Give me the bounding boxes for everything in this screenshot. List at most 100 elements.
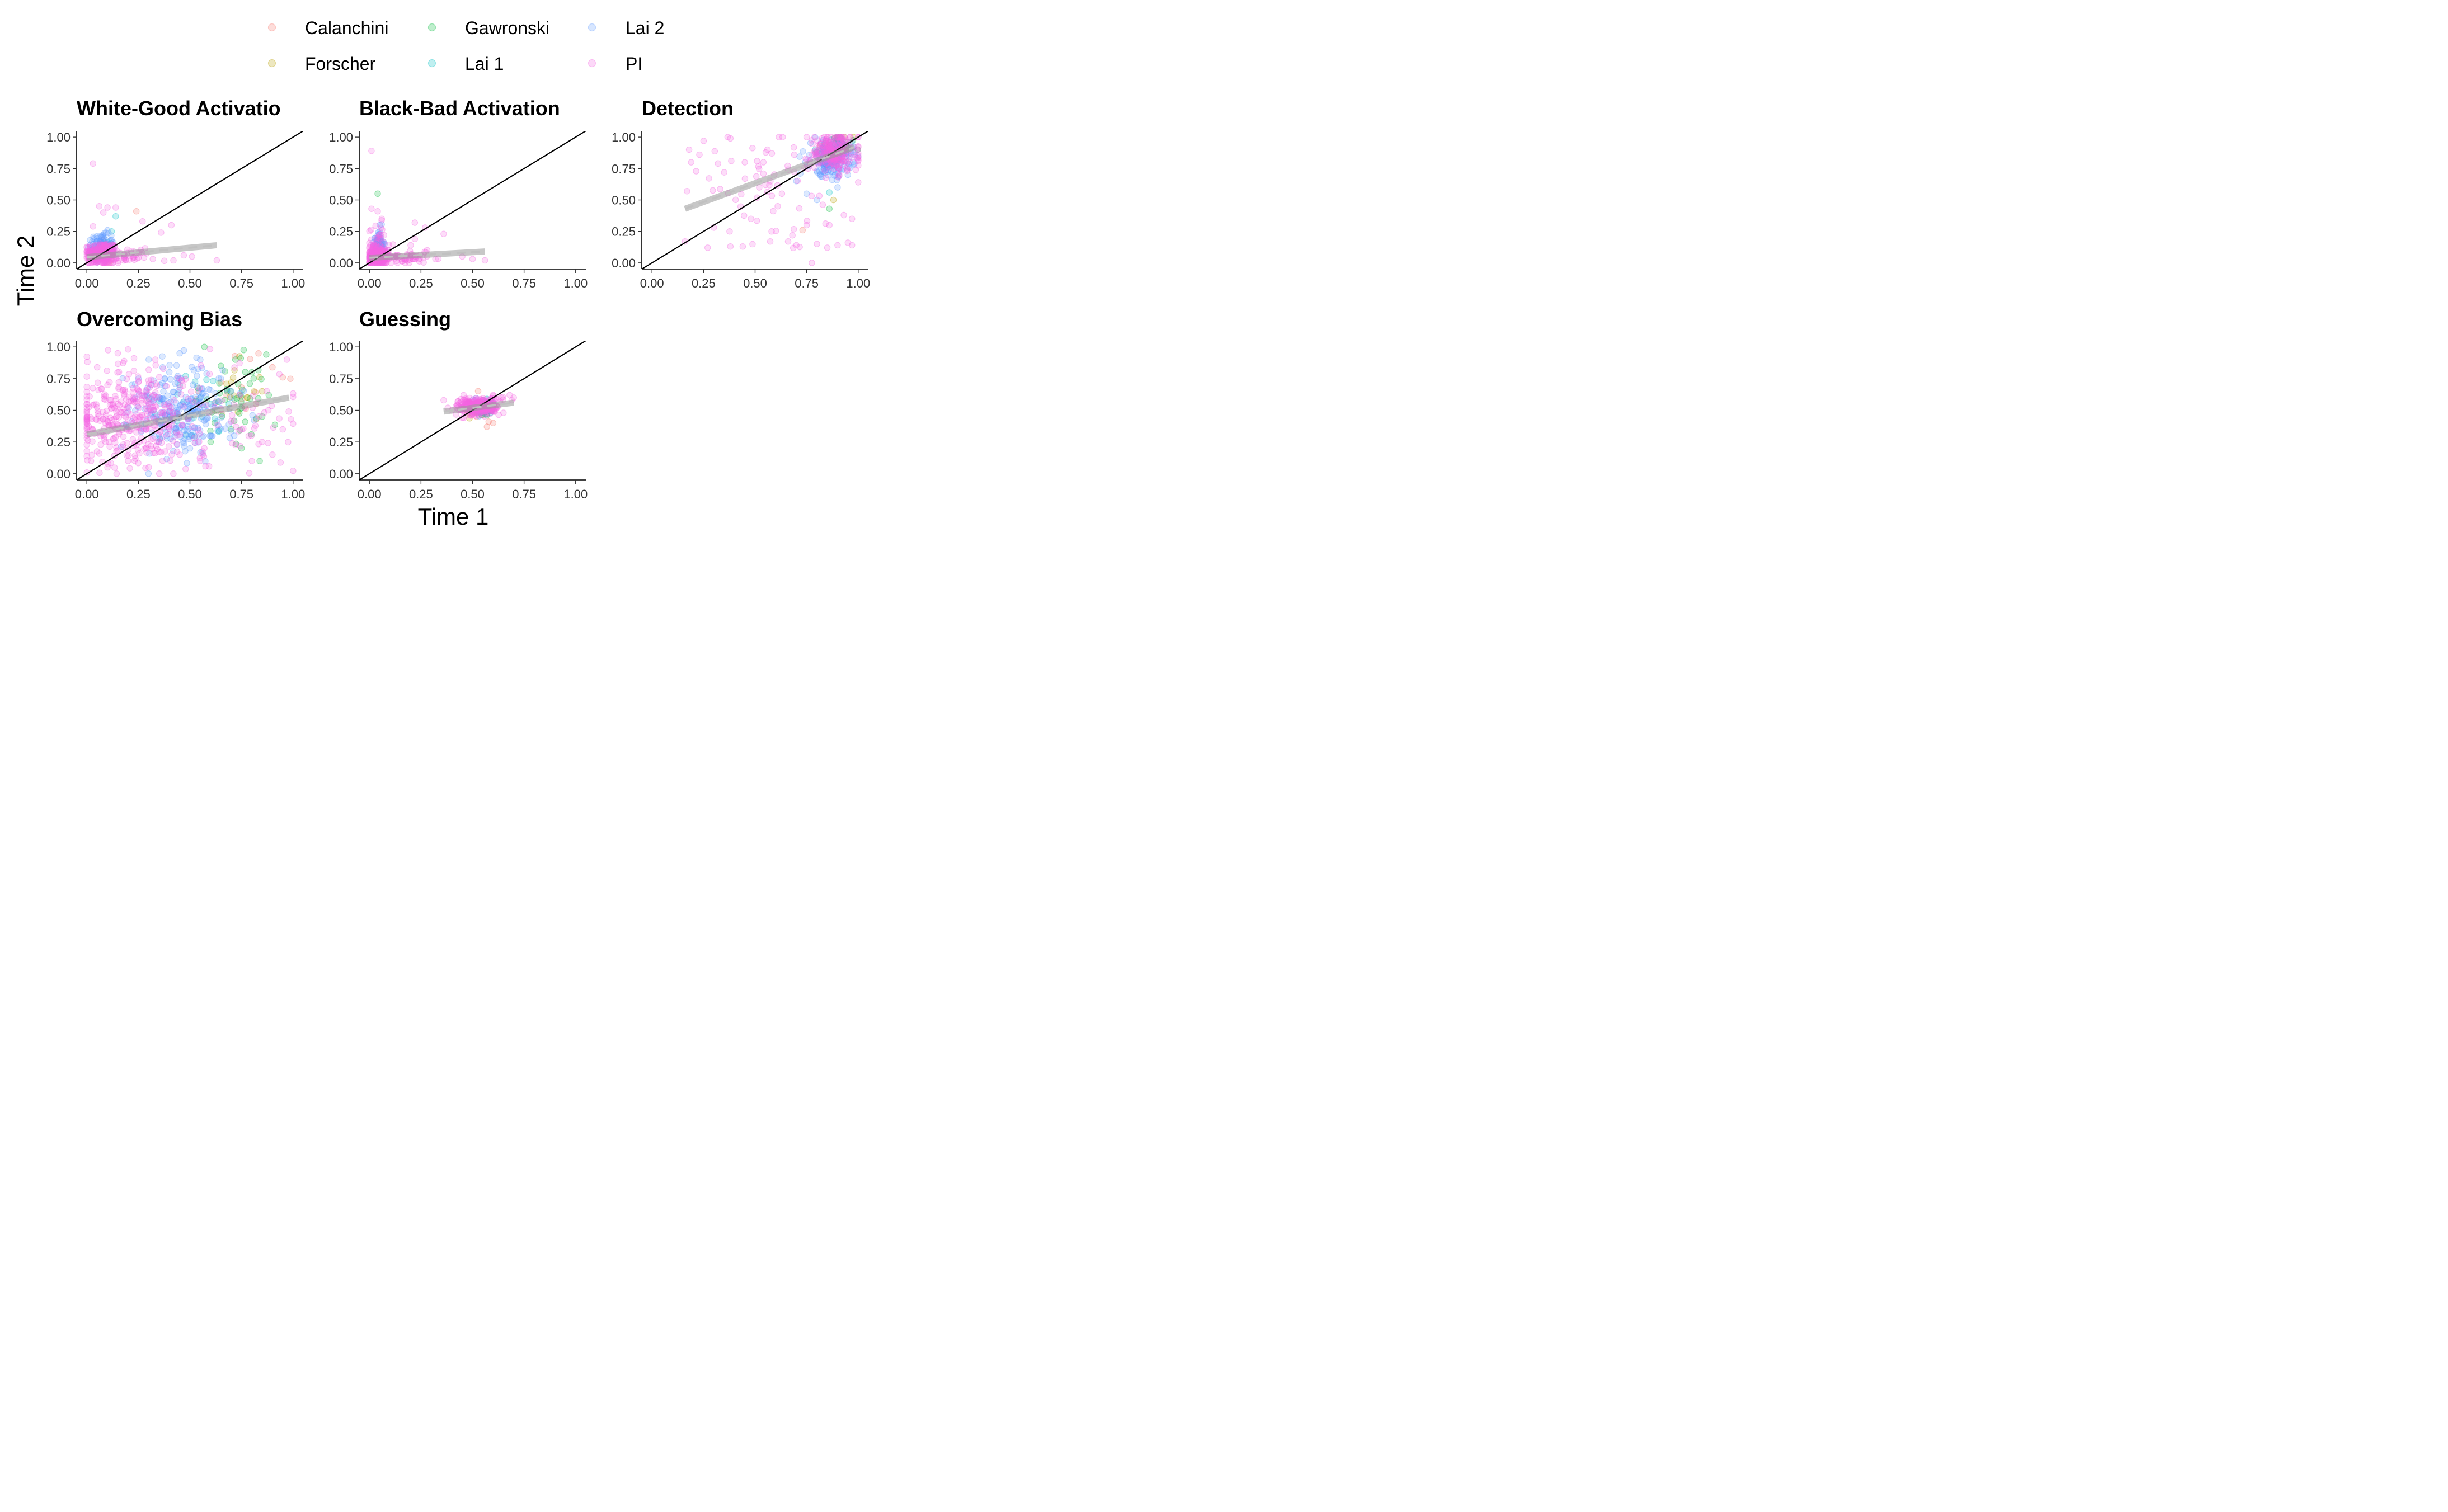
data-point: [141, 406, 148, 412]
data-point: [104, 260, 111, 266]
y-tick-label: 0.50: [46, 194, 71, 208]
data-point: [471, 397, 478, 404]
data-point: [821, 163, 828, 169]
data-point: [215, 398, 222, 406]
data-point: [371, 245, 378, 252]
data-point: [476, 396, 483, 403]
data-point: [97, 246, 105, 253]
data-point: [375, 243, 382, 250]
data-point: [94, 411, 101, 417]
data-point: [487, 410, 494, 417]
data-point: [170, 257, 177, 264]
data-point: [158, 409, 165, 416]
data-point: [159, 434, 166, 441]
data-point: [191, 433, 198, 440]
data-point: [90, 160, 97, 167]
data-point: [152, 380, 159, 387]
data-point: [715, 160, 721, 167]
data-point: [374, 247, 381, 254]
data-point: [372, 247, 379, 254]
data-point: [369, 239, 377, 246]
data-point: [156, 439, 162, 445]
data-point: [380, 239, 387, 246]
data-point: [115, 360, 121, 368]
data-point: [101, 235, 107, 242]
data-point: [854, 154, 861, 162]
data-point: [179, 423, 186, 430]
data-point: [83, 373, 90, 380]
data-point: [831, 171, 839, 178]
data-point: [100, 242, 107, 249]
data-point: [498, 394, 505, 401]
data-point: [118, 398, 125, 405]
data-point: [142, 393, 149, 400]
data-point: [844, 167, 851, 175]
data-point: [176, 384, 184, 391]
panel-title: Overcoming Bias: [77, 308, 242, 331]
x-tick-label: 0.50: [743, 276, 767, 290]
data-point: [248, 458, 255, 464]
data-point: [820, 147, 828, 154]
panel-3: Detection0.000.000.250.250.500.500.750.7…: [612, 97, 870, 290]
data-point: [210, 378, 217, 384]
data-point: [181, 427, 188, 434]
data-point: [824, 147, 830, 154]
data-point: [185, 395, 191, 403]
data-point: [132, 455, 139, 462]
data-point: [469, 396, 476, 403]
data-point: [829, 145, 837, 152]
data-point: [98, 246, 105, 253]
data-point: [149, 397, 157, 404]
data-point: [100, 416, 107, 423]
data-point: [803, 190, 810, 197]
data-point: [96, 238, 104, 245]
data-point: [375, 236, 383, 243]
data-point: [823, 143, 829, 149]
data-point: [120, 441, 127, 448]
data-point: [173, 407, 180, 414]
data-point: [173, 429, 180, 436]
data-point: [835, 134, 842, 140]
data-point: [833, 162, 840, 169]
data-point: [160, 388, 167, 395]
data-point: [490, 408, 497, 415]
data-point: [764, 146, 771, 153]
data-point: [855, 150, 862, 157]
data-point: [833, 157, 840, 164]
data-point: [834, 157, 841, 164]
data-point: [263, 351, 270, 358]
data-point: [113, 408, 120, 415]
data-point: [162, 383, 168, 389]
data-point: [228, 426, 234, 433]
y-tick-label: 0.00: [329, 467, 353, 481]
data-point: [97, 237, 104, 244]
data-point: [834, 164, 841, 171]
data-point: [485, 418, 492, 425]
data-point: [748, 215, 754, 222]
data-point: [104, 241, 110, 248]
data-point: [838, 140, 845, 147]
data-point: [144, 408, 151, 414]
data-point: [772, 228, 779, 234]
data-point: [837, 134, 843, 140]
data-point: [189, 432, 196, 439]
data-point: [469, 396, 477, 403]
data-point: [157, 395, 164, 402]
data-point: [377, 234, 384, 241]
data-point: [84, 359, 91, 365]
y-tick-label: 0.75: [329, 372, 353, 386]
data-point: [166, 425, 173, 432]
data-point: [237, 442, 244, 450]
data-point: [175, 387, 182, 394]
data-point: [290, 393, 297, 401]
data-point: [110, 239, 117, 246]
data-point: [218, 414, 225, 421]
data-point: [170, 424, 177, 431]
data-point: [377, 244, 384, 252]
data-point: [153, 442, 160, 449]
data-point: [369, 246, 376, 253]
data-point: [93, 246, 100, 252]
data-point: [83, 401, 90, 408]
data-point: [831, 142, 838, 149]
data-point: [180, 252, 187, 259]
